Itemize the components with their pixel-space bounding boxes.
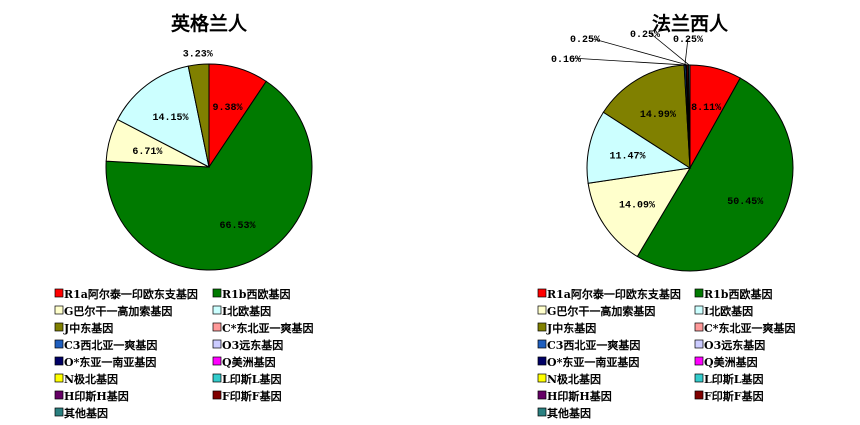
legend-swatch <box>212 356 222 366</box>
chart-title: 英格兰人 <box>171 12 248 35</box>
legend-item: O3远东基因 <box>222 338 283 352</box>
data-label: 14.99% <box>640 110 676 121</box>
legend-swatch <box>54 373 64 383</box>
data-label: 8.11% <box>691 103 721 114</box>
data-label: 6.71% <box>132 147 162 158</box>
legend-swatch <box>694 390 704 400</box>
leader-line <box>570 57 687 66</box>
legend-item: N极北基因 <box>64 372 118 386</box>
legend-item: J中东基因 <box>546 321 596 335</box>
legend-swatch <box>694 305 704 315</box>
legend-item: C3西北亚一爽基因 <box>64 338 157 352</box>
legend-item: Q美洲基因 <box>222 355 276 369</box>
legend-swatch <box>212 288 222 298</box>
legend-item: O*东亚一南亚基因 <box>547 355 639 369</box>
legend-item: L印斯L基因 <box>704 372 763 386</box>
data-label: 50.45% <box>727 197 763 208</box>
legend-swatch <box>54 407 64 417</box>
legend-item: R1b西欧基因 <box>704 287 773 301</box>
legend-item: N极北基因 <box>547 372 601 386</box>
legend-swatch <box>54 288 64 298</box>
legend-item: R1a阿尔泰一印欧东支基因 <box>547 287 681 301</box>
data-label: 9.38% <box>213 103 243 114</box>
legend-swatch <box>537 390 547 400</box>
pie-slice <box>105 80 313 271</box>
legend-item: 其他基因 <box>64 406 108 420</box>
legend-swatch <box>54 390 64 400</box>
chart-title: 法兰西人 <box>652 12 729 35</box>
legend-swatch <box>694 339 704 349</box>
legend-swatch <box>537 356 547 366</box>
pie-slice <box>586 111 692 184</box>
legend-item: H印斯H基因 <box>547 389 612 403</box>
legend-swatch <box>212 373 222 383</box>
legend-item: R1a阿尔泰一印欧东支基因 <box>64 287 198 301</box>
data-label: 11.47% <box>610 152 646 163</box>
data-label: 0.25% <box>630 30 660 41</box>
legend-item: I北欧基因 <box>704 304 753 318</box>
legend-swatch <box>54 305 64 315</box>
legend-item: O*东亚一南亚基因 <box>64 355 156 369</box>
pie-slice <box>636 77 794 272</box>
legend-item: J中东基因 <box>63 321 113 335</box>
legend-swatch <box>54 322 64 332</box>
legend-item: L印斯L基因 <box>222 372 281 386</box>
legend-swatch <box>537 322 547 332</box>
legend-item: Q美洲基因 <box>704 355 758 369</box>
legend-swatch <box>694 356 704 366</box>
legend-swatch <box>537 288 547 298</box>
legend-item: O3远东基因 <box>704 338 765 352</box>
legend-swatch <box>212 390 222 400</box>
legend-swatch <box>537 305 547 315</box>
legend-item: C*东北亚一爽基因 <box>704 321 796 335</box>
legend-swatch <box>212 339 222 349</box>
leader-line <box>649 32 690 66</box>
legend-item: 其他基因 <box>547 406 591 420</box>
legend-swatch <box>212 322 222 332</box>
legend-item: I北欧基因 <box>222 304 271 318</box>
data-label: 3.23% <box>183 50 213 61</box>
leader-line <box>684 37 689 66</box>
legend-swatch <box>694 373 704 383</box>
legend-swatch <box>212 305 222 315</box>
leader-line <box>589 37 688 66</box>
legend-swatch <box>537 407 547 417</box>
legend-swatch <box>537 373 547 383</box>
pie-slice <box>587 167 691 258</box>
data-label: 14.09% <box>619 201 655 212</box>
data-label: 0.16% <box>551 55 581 66</box>
legend-swatch <box>537 339 547 349</box>
legend-item: C3西北亚一爽基因 <box>547 338 640 352</box>
data-label: 0.25% <box>673 35 703 46</box>
legend-item: F印斯F基因 <box>222 389 282 403</box>
data-label: 14.15% <box>152 113 188 124</box>
pie-slice <box>602 64 691 169</box>
data-label: 66.53% <box>219 221 255 232</box>
legend-item: G巴尔干一高加索基因 <box>64 304 172 318</box>
legend-item: R1b西欧基因 <box>222 287 291 301</box>
legend-swatch <box>694 322 704 332</box>
data-label: 0.25% <box>570 35 600 46</box>
legend-item: C*东北亚一爽基因 <box>222 321 314 335</box>
legend-item: H印斯H基因 <box>64 389 129 403</box>
legend-swatch <box>54 339 64 349</box>
pie-slice <box>116 65 210 168</box>
pie-slice <box>187 63 210 168</box>
legend-item: G巴尔干一高加索基因 <box>547 304 655 318</box>
legend-swatch <box>54 356 64 366</box>
legend-swatch <box>694 288 704 298</box>
legend-item: F印斯F基因 <box>704 389 764 403</box>
